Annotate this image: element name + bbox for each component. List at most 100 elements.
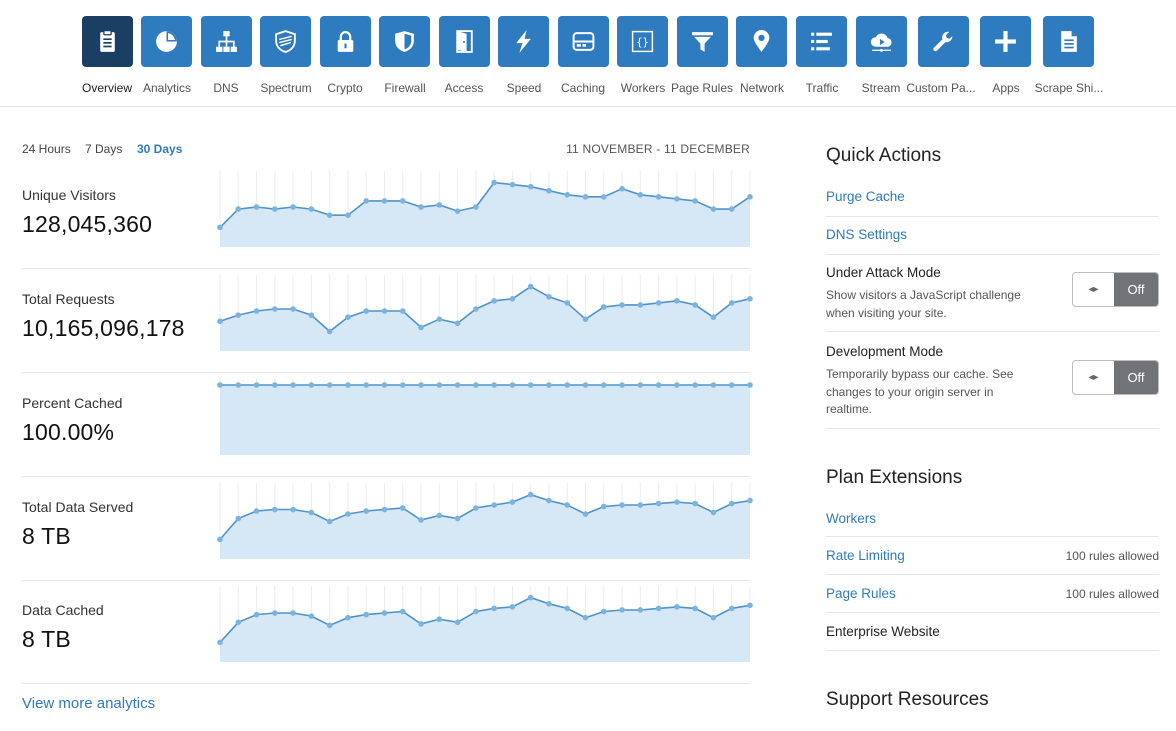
sparkline-line xyxy=(219,285,751,333)
nav-item-caching[interactable]: Caching xyxy=(545,16,621,100)
metric-value: 128,045,360 xyxy=(22,211,153,237)
sparkline-point xyxy=(491,605,497,612)
sparkline-point xyxy=(235,312,242,318)
sitemap-icon xyxy=(216,31,237,52)
nav-item-dns[interactable]: DNS xyxy=(188,16,264,100)
sparkline-point xyxy=(418,204,424,210)
nav-item-crypto[interactable]: Crypto xyxy=(307,16,383,100)
speed-tile xyxy=(498,16,549,67)
metric-total-data-served: Total Data Served 8 TB xyxy=(22,477,753,581)
sparkline-point xyxy=(600,503,607,510)
sparkline-point xyxy=(582,316,589,322)
enterprise-row: Enterprise Website xyxy=(826,613,1159,651)
nav-item-stream[interactable]: Stream xyxy=(843,16,919,100)
nav-item-analytics[interactable]: Analytics xyxy=(129,16,205,100)
sparkline-point xyxy=(272,610,278,616)
range-30-days[interactable]: 30 Days xyxy=(137,142,183,156)
workers-link[interactable]: Workers xyxy=(826,511,877,526)
lock-icon xyxy=(337,31,354,52)
sparkline-point xyxy=(655,500,662,507)
sparkline-point xyxy=(728,382,735,388)
overview-tile xyxy=(82,16,133,67)
nav-item-traffic[interactable]: Traffic xyxy=(784,16,860,100)
crypto-tile xyxy=(320,16,371,67)
sparkline-area xyxy=(220,597,750,662)
sparkline-point xyxy=(217,382,223,388)
sparkline-point xyxy=(546,600,552,607)
cloud-play-icon xyxy=(870,33,892,52)
nav-item-network[interactable]: Network xyxy=(724,16,800,100)
sparkline-point xyxy=(527,283,534,290)
range-7-days[interactable]: 7 Days xyxy=(85,142,123,156)
sparkline-point xyxy=(564,605,571,612)
sparkline-point xyxy=(454,320,461,327)
sparkline-point xyxy=(527,382,534,388)
sparkline-point xyxy=(619,607,625,613)
nav-item-scrape-shield[interactable]: Scrape Shi... xyxy=(1031,16,1107,100)
page-rules-tile xyxy=(677,16,728,67)
nav-item-firewall[interactable]: Firewall xyxy=(367,16,443,100)
sparkline-point xyxy=(728,206,735,212)
development-mode-toggle[interactable]: ◂▸ Off xyxy=(1072,360,1159,395)
sparkline-point xyxy=(728,300,735,306)
scrape-shield-tile xyxy=(1043,16,1094,67)
nav-item-speed[interactable]: Speed xyxy=(486,16,562,100)
rate-limiting-link[interactable]: Rate Limiting xyxy=(826,548,905,563)
workers-tile: {} xyxy=(617,16,668,67)
sparkline-point xyxy=(454,382,461,388)
metric-label: Total Requests xyxy=(22,291,115,307)
nav-item-page-rules[interactable]: Page Rules xyxy=(664,16,740,100)
sparkline-point xyxy=(308,509,315,516)
sparkline-line xyxy=(219,181,751,228)
nav-item-access[interactable]: Access xyxy=(426,16,502,100)
metric-label: Percent Cached xyxy=(22,395,123,411)
development-mode-description: Temporarily bypass our cache. See change… xyxy=(826,367,1014,416)
sparkline-point xyxy=(747,602,753,609)
sparkline-area xyxy=(220,494,750,559)
sparkline-point xyxy=(582,614,589,621)
sparkline-line xyxy=(219,493,751,540)
nav-item-overview[interactable]: Overview xyxy=(69,16,145,100)
plus-icon xyxy=(995,31,1016,52)
nav-item-spectrum[interactable]: Spectrum xyxy=(248,16,324,100)
sparkline-point xyxy=(363,508,370,514)
sparkline-point xyxy=(491,298,497,304)
sparkline-point xyxy=(692,605,698,612)
nav-item-workers[interactable]: {} Workers xyxy=(605,16,681,100)
dns-settings-link[interactable]: DNS Settings xyxy=(826,227,908,242)
sparkline-point xyxy=(710,314,717,320)
sparkline-point xyxy=(509,181,516,188)
sparkline-point xyxy=(600,382,607,388)
sparkline-point xyxy=(345,382,351,388)
sparkline-point xyxy=(546,497,552,504)
code-braces-icon: {} xyxy=(631,30,654,53)
sparkline-point xyxy=(290,506,296,513)
view-more-analytics-link[interactable]: View more analytics xyxy=(22,695,156,712)
range-24-hours[interactable]: 24 Hours xyxy=(22,142,71,156)
filter-icon xyxy=(692,32,713,52)
sparkline-point xyxy=(326,518,333,525)
toggle-state: Off xyxy=(1114,361,1158,394)
sparkline-point xyxy=(564,192,571,198)
sparkline-point xyxy=(381,198,388,204)
under-attack-toggle[interactable]: ◂▸ Off xyxy=(1072,272,1159,307)
nav-item-apps[interactable]: Apps xyxy=(968,16,1044,100)
sparkline-point xyxy=(473,608,479,615)
workers-row: Workers xyxy=(826,502,1159,537)
sparkline-point xyxy=(253,382,260,388)
purge-cache-link[interactable]: Purge Cache xyxy=(826,189,905,204)
page-rules-link[interactable]: Page Rules xyxy=(826,586,896,601)
lightning-icon xyxy=(516,30,531,53)
sparkline-point xyxy=(363,198,370,204)
sparkline-point xyxy=(217,318,223,325)
sparkline-point xyxy=(399,308,406,314)
sparkline-point xyxy=(747,194,753,200)
sparkline-point xyxy=(637,502,644,508)
support-resources-title: Support Resources xyxy=(826,689,989,710)
caching-tile xyxy=(558,16,609,67)
sparkline-point xyxy=(436,616,443,623)
firewall-shield-icon xyxy=(395,31,414,52)
sparkline-point xyxy=(546,293,552,300)
sparkline-point xyxy=(582,194,589,200)
nav-item-custom-pages[interactable]: Custom Pa... xyxy=(903,16,979,100)
